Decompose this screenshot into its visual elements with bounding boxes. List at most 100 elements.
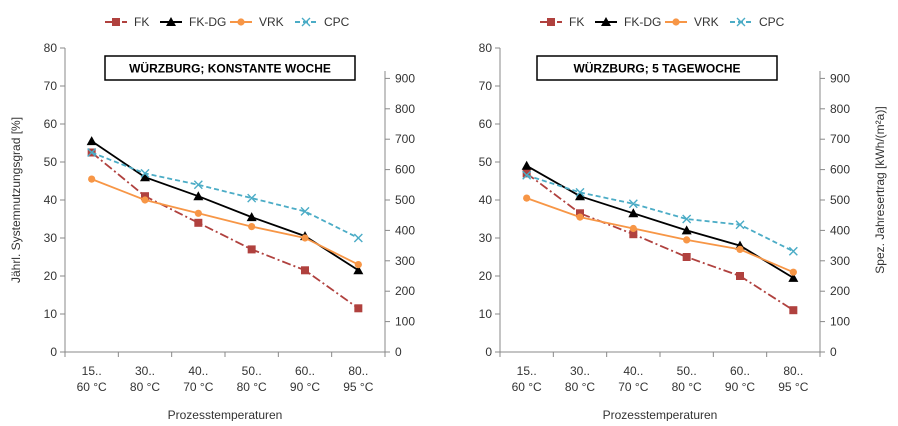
y-tick-label: 40 [479,193,493,207]
data-point [788,246,798,256]
y2-tick-label: 500 [395,193,415,207]
series-line [526,197,794,274]
legend-item-vrk: VRK [665,15,719,29]
y2-tick-label: 600 [395,163,415,177]
legend-marker [237,18,245,26]
series-line [91,151,359,239]
data-point [789,306,798,315]
data-point [301,234,309,242]
data-point [193,191,204,201]
x-tick-label: 90 °C [725,380,755,394]
x-tick-label: 60.. [730,364,750,378]
x-tick-label: 70 °C [183,380,213,394]
legend-label: FK [134,15,149,29]
data-point [140,168,150,178]
data-point [87,148,97,157]
series-vrk [88,175,362,269]
y-tick-label: 70 [44,79,58,93]
data-point [681,225,692,235]
data-point [86,136,97,146]
data-point [735,220,745,230]
chart-1: FK FK-DG VRK CPC010203040506070800100200300… [9,15,415,422]
y2-tick-label: 100 [395,315,415,329]
x-tick-label: 30.. [135,364,155,378]
legend-item-vrk: VRK [230,15,284,29]
y2-tick-label: 900 [830,71,850,85]
x-axis-title: Prozesstemperaturen [603,408,718,421]
x-tick-label: 40.. [623,364,643,378]
y-tick-label: 60 [44,117,58,131]
chart-2: FK FK-DG VRK CPC010203040506070800100200300… [479,15,887,422]
y-tick-label: 40 [44,193,58,207]
series-line [526,165,794,279]
data-point [523,194,531,202]
series-line [91,178,359,266]
x-tick-label: 80 °C [237,380,267,394]
y-tick-label: 70 [479,79,493,93]
data-point [353,233,363,243]
series-cpc [87,148,363,243]
data-point [141,196,149,204]
y2-tick-label: 500 [830,193,850,207]
y-tick-label: 0 [485,345,492,359]
y2-tick-label: 700 [395,132,415,146]
data-point [246,212,257,222]
y2-tick-label: 600 [830,163,850,177]
y-tick-label: 10 [479,307,493,321]
series-line [526,174,794,253]
legend: FK FK-DG VRK CPC [540,15,785,29]
x-tick-label: 80 °C [130,380,160,394]
data-point [140,172,150,182]
y2-tick-label: 800 [395,102,415,116]
data-point [88,175,96,183]
data-point [193,180,203,190]
x-tick-label: 90 °C [290,380,320,394]
x-tick-label: 70 °C [618,380,648,394]
data-point [683,236,691,244]
series-fk [87,148,363,313]
data-point [629,224,637,233]
series-vrk [523,194,797,276]
x-tick-label: 50.. [242,364,262,378]
legend-label: VRK [694,15,719,29]
data-point [194,218,203,227]
legend-label: CPC [759,15,785,29]
x-tick-label: 95 °C [778,380,808,394]
legend-label: CPC [324,15,350,29]
data-point [575,187,585,197]
legend-marker [112,18,120,26]
series-cpc [522,170,798,256]
y2-tick-label: 900 [395,71,415,85]
series-line [91,151,359,310]
data-point [247,193,257,203]
data-point [628,199,638,209]
legend-label: FK-DG [189,15,226,29]
legend-item-fk-dg: FK-DG [595,15,661,29]
x-tick-label: 60 °C [512,380,542,394]
data-point [354,261,362,269]
x-axis-title: Prozesstemperaturen [168,408,283,421]
y2-tick-label: 0 [395,345,402,359]
y-tick-label: 30 [479,231,493,245]
chart-title: WÜRZBURG; 5 TAGEWOCHE [573,61,740,76]
data-point [576,209,584,218]
series-line [91,140,359,272]
y2-tick-label: 100 [830,315,850,329]
y-tick-label: 80 [479,41,493,55]
y2-tick-label: 800 [830,102,850,116]
x-tick-label: 80 °C [565,380,595,394]
y-tick-label: 20 [479,269,493,283]
x-tick-label: 80.. [783,364,803,378]
y2-axis-title: Spez. Jahresertrag [kWh/(m²a)] [873,106,887,273]
y2-tick-label: 300 [830,254,850,268]
legend-label: FK [569,15,584,29]
legend: FK FK-DG VRK CPC [105,15,350,29]
y-tick-label: 60 [479,117,493,131]
y-tick-label: 50 [479,155,493,169]
y-tick-label: 0 [50,345,57,359]
data-point [353,265,364,275]
y-tick-label: 20 [44,269,58,283]
series-fk-dg [86,136,364,275]
